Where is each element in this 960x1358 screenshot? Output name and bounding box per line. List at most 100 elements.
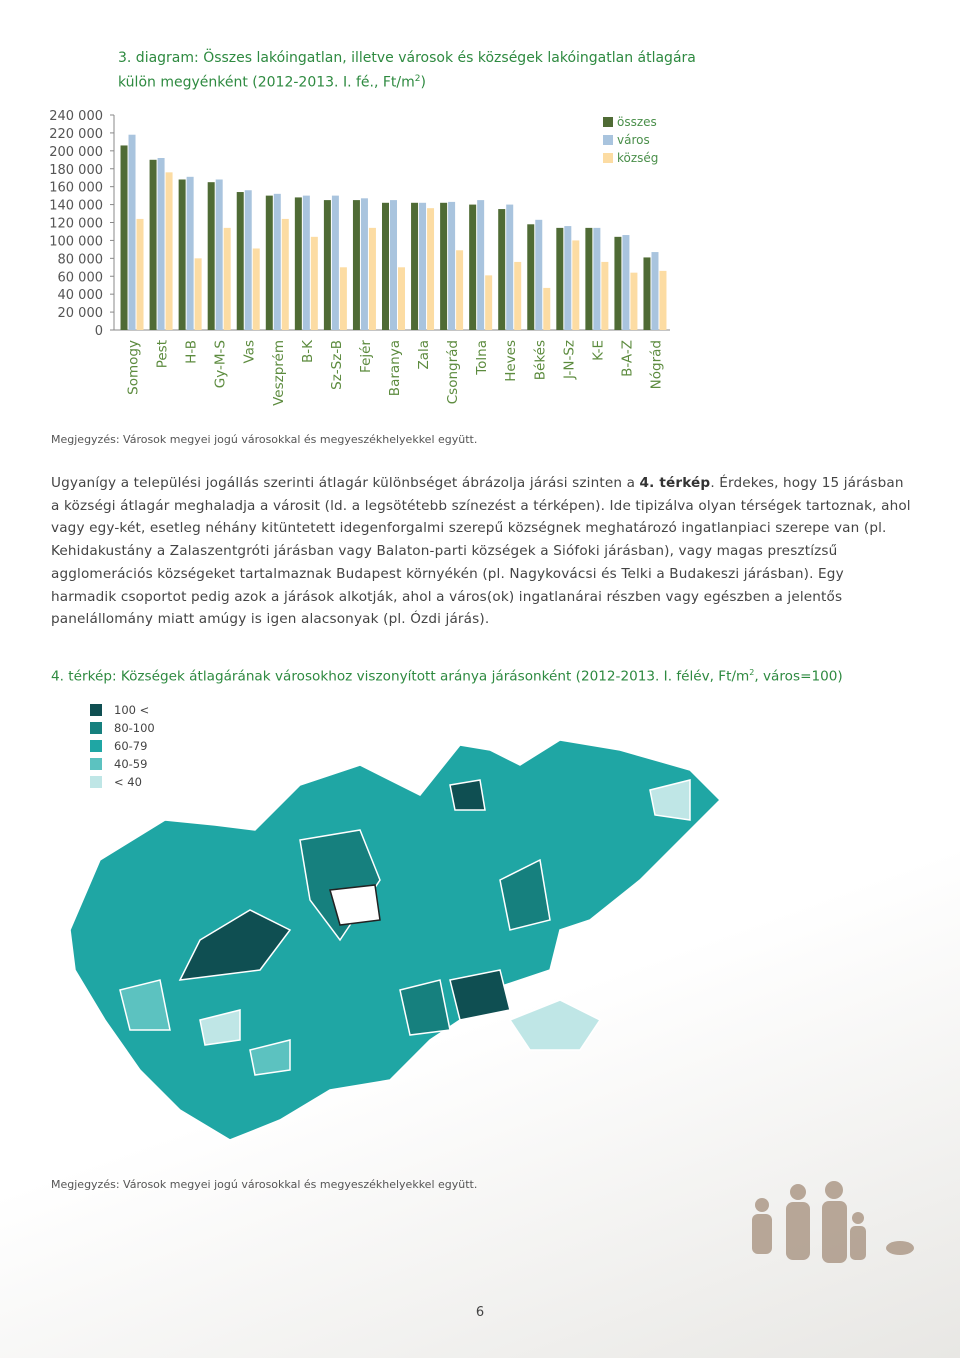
bar — [498, 209, 506, 330]
bar — [236, 192, 244, 330]
bar — [556, 227, 564, 330]
bar — [178, 179, 186, 330]
bar — [593, 227, 601, 330]
text: . Érdekes, hogy 15 járásban a községi át… — [51, 475, 911, 628]
x-tick-label: Nógrád — [648, 340, 664, 389]
title-line: külön megyénként (2012-2013. I. fé., Ft/… — [118, 74, 415, 91]
bar — [352, 200, 360, 330]
bar — [477, 200, 485, 330]
map-legend-label: 40-59 — [114, 757, 147, 771]
chart-title: 3. diagram: Összes lakóingatlan, illetve… — [118, 48, 718, 94]
legend-label: község — [617, 151, 658, 165]
bar — [331, 195, 339, 330]
bar — [448, 201, 456, 330]
y-tick-label: 40 000 — [58, 288, 104, 303]
x-tick-label: Zala — [416, 340, 432, 370]
text-bold: 4. térkép — [639, 475, 711, 491]
legend-swatch — [603, 117, 613, 127]
bar — [543, 287, 551, 330]
map-note: Megjegyzés: Városok megyei jogú városokk… — [51, 1178, 478, 1191]
bar — [215, 179, 223, 330]
bar — [194, 258, 202, 330]
bar — [440, 202, 448, 330]
bar — [323, 200, 331, 330]
bar — [535, 219, 543, 330]
x-tick-label: Gy-M-S — [213, 340, 229, 388]
y-tick-label: 180 000 — [49, 163, 103, 178]
legend-label: összes — [617, 115, 657, 129]
bar — [643, 257, 651, 330]
map-legend-label: 100 < — [114, 703, 149, 717]
bar — [419, 202, 427, 330]
bar — [651, 252, 659, 330]
title-end: ) — [420, 74, 426, 91]
bar — [281, 218, 289, 330]
x-tick-label: Baranya — [387, 340, 403, 396]
map-legend-label: 60-79 — [114, 739, 147, 753]
bar — [265, 195, 273, 330]
bar — [585, 227, 593, 330]
x-tick-label: B-K — [300, 339, 316, 363]
y-tick-label: 20 000 — [58, 306, 104, 321]
bar — [456, 250, 464, 330]
x-tick-label: H-B — [184, 340, 200, 364]
bar — [572, 240, 580, 330]
map-legend-label: 80-100 — [114, 721, 155, 735]
map-legend-label: < 40 — [114, 775, 142, 789]
bar — [527, 224, 535, 330]
bar — [390, 200, 397, 330]
paragraph: Ugyanígy a települési jogállás szerinti … — [51, 472, 911, 631]
bar — [339, 267, 347, 330]
map-legend-swatch — [90, 776, 102, 788]
map-legend-swatch — [90, 740, 102, 752]
title-line: 3. diagram: Összes lakóingatlan, illetve… — [118, 50, 696, 66]
title-sup: 2 — [414, 74, 421, 84]
text: Ugyanígy a települési jogállás szerinti … — [51, 475, 640, 491]
x-tick-label: Tolna — [474, 340, 490, 376]
bar — [157, 158, 165, 330]
map-legend-swatch — [90, 704, 102, 716]
bar — [398, 267, 405, 330]
x-tick-label: Pest — [155, 340, 171, 368]
title-sup: 2 — [749, 668, 755, 677]
map-title: 4. térkép: Községek átlagárának városokh… — [51, 662, 931, 688]
bar — [207, 182, 215, 330]
y-tick-label: 200 000 — [49, 145, 103, 160]
bar — [564, 226, 572, 330]
x-tick-label: Sz-Sz-B — [329, 340, 345, 390]
page-number: 6 — [475, 1305, 485, 1320]
bar — [128, 134, 136, 330]
x-tick-label: Heves — [503, 340, 519, 382]
y-tick-label: 80 000 — [58, 252, 104, 267]
chart: 0 20 000 40 000 60 000 80 000 100 000 120 000 1… — [49, 109, 670, 406]
bar — [223, 227, 231, 330]
legend-swatch — [603, 135, 613, 145]
bar — [411, 202, 419, 330]
bar — [360, 198, 368, 330]
y-tick-label: 240 000 — [49, 109, 103, 124]
bar — [294, 197, 302, 330]
map-legend-swatch — [90, 758, 102, 770]
x-tick-label: Békés — [532, 340, 548, 380]
y-tick-label: 0 — [95, 324, 103, 339]
map-shape — [69, 739, 722, 1141]
bar — [165, 172, 173, 330]
bar — [601, 261, 609, 330]
bar — [120, 145, 128, 330]
x-tick-label: B-A-Z — [619, 340, 635, 377]
decoration-family — [752, 1181, 914, 1263]
legend-label: város — [617, 133, 650, 147]
bar — [252, 248, 260, 330]
bar — [186, 176, 194, 330]
x-tick-label: Fejér — [358, 340, 374, 373]
y-tick-label: 100 000 — [49, 234, 103, 249]
x-tick-label: K-E — [590, 340, 606, 361]
x-tick-label: Csongrád — [445, 340, 461, 404]
y-tick-label: 140 000 — [49, 199, 103, 214]
bar — [622, 235, 630, 330]
y-tick-label: 120 000 — [49, 217, 103, 232]
x-tick-label: Veszprém — [271, 340, 287, 406]
y-tick-label: 160 000 — [49, 181, 103, 196]
bar — [659, 270, 667, 330]
